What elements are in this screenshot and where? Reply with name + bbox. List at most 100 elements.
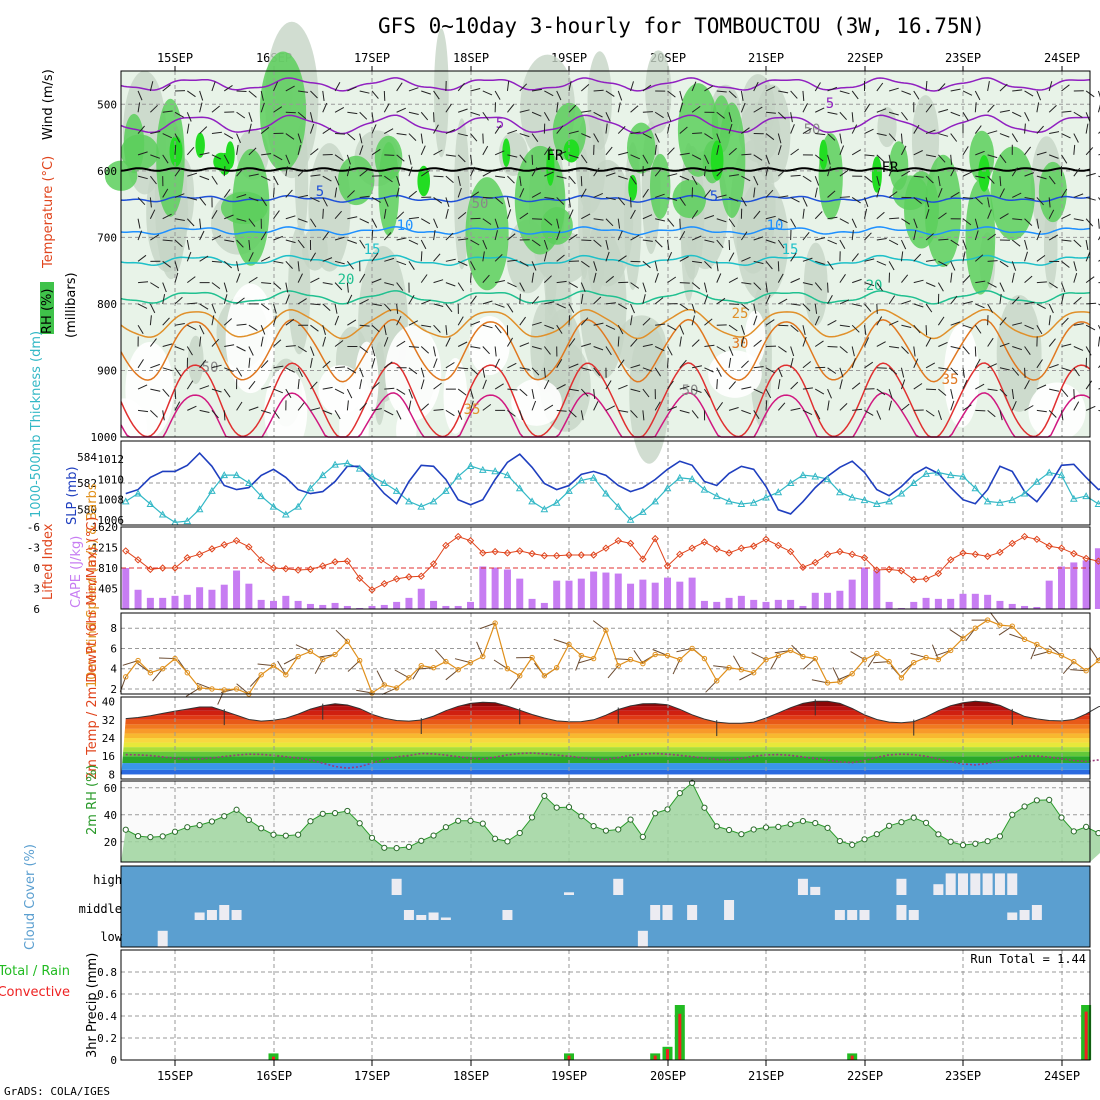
- wind-barb: [297, 168, 306, 177]
- wind-barb: [433, 279, 444, 284]
- contour-label-t5: 5: [496, 116, 504, 132]
- wind-barb: [593, 192, 604, 198]
- wind-barb: [236, 218, 247, 222]
- thickness-point: [922, 469, 930, 477]
- rh2m-point: [615, 826, 622, 833]
- cloud-cell-middle: [206, 910, 217, 920]
- rh2m-area: [121, 782, 1100, 862]
- wind-barb: [790, 124, 795, 134]
- wind-barb: [260, 256, 271, 262]
- rh2m-point: [984, 838, 991, 845]
- wind-barb: [667, 90, 676, 98]
- wind-barb: [186, 251, 192, 262]
- wind-barb: [186, 112, 192, 122]
- wind-barb: [901, 274, 909, 283]
- wind-barb: [568, 303, 575, 313]
- wind-barb: [396, 107, 407, 113]
- wind-barb: [334, 340, 344, 347]
- thickness-point: [232, 471, 241, 479]
- rh2m-point: [750, 826, 757, 833]
- wind-barb: [692, 132, 703, 135]
- wind-barb: [938, 341, 948, 347]
- wind10-point: [972, 625, 979, 631]
- thickness-point: [1008, 496, 1017, 504]
- wind-barb: [371, 218, 378, 228]
- wind-barb: [913, 346, 916, 357]
- wind-barb: [753, 410, 760, 420]
- wind-barb: [297, 379, 300, 390]
- wind-barb: [790, 196, 800, 203]
- wind10-point: [1083, 668, 1089, 674]
- wind-barb: [950, 88, 961, 92]
- wind-barb: [1048, 175, 1056, 185]
- thick-frame: [120, 440, 1091, 526]
- wind-barb: [790, 303, 801, 306]
- wind-barb: [728, 196, 739, 202]
- rh-patch-dry: [1028, 382, 1086, 441]
- rh2m-point: [442, 824, 449, 831]
- wind10-point: [714, 678, 720, 684]
- wind-barb: [716, 367, 722, 377]
- wind-barb: [839, 324, 850, 328]
- wind-barb: [174, 193, 185, 198]
- wind-barb: [888, 239, 899, 246]
- contour-label-t15: 15: [364, 242, 381, 258]
- thickness-point: [786, 478, 795, 486]
- rh2m-point: [787, 821, 794, 828]
- wind-barb: [199, 152, 210, 156]
- wind-barb: [605, 90, 615, 97]
- wind-barb: [864, 282, 875, 287]
- thickness-point: [528, 497, 536, 505]
- wind-barb: [531, 154, 534, 165]
- wind-barb: [297, 261, 300, 272]
- wind-barb: [556, 151, 567, 156]
- rh-patch-dry: [318, 365, 363, 415]
- wind-barb: [396, 410, 402, 420]
- wind-barb: [408, 388, 413, 399]
- wind-barb: [802, 175, 812, 183]
- wind-barb: [248, 324, 258, 331]
- li-point: [380, 580, 389, 588]
- wind-barb: [581, 110, 592, 113]
- rh-patch-green: [1038, 161, 1067, 223]
- wind-barb: [655, 193, 665, 198]
- wind10-point: [861, 656, 868, 663]
- cape-bar: [516, 578, 524, 609]
- wind-barb: [408, 239, 419, 245]
- cape-bar: [183, 594, 191, 609]
- wind-barb: [778, 218, 788, 224]
- thickness-point: [1033, 477, 1041, 485]
- thickness-point: [466, 461, 475, 469]
- temp2m-axis-label: 2m Temp / 2m DewPt (6hr Min/Max) (°C): [85, 517, 100, 780]
- wind-barb: [864, 208, 868, 219]
- rh2m-point: [171, 828, 179, 835]
- wind-barb: [223, 318, 233, 326]
- wind-barb: [925, 80, 928, 92]
- cloud-cell-middle: [440, 917, 451, 920]
- wind-barb: [334, 282, 343, 291]
- wind-barb: [285, 318, 295, 326]
- wind-barb: [642, 367, 653, 372]
- wind-barb: [420, 379, 425, 390]
- wind-barb: [654, 297, 664, 305]
- wind-barb: [888, 166, 894, 177]
- cape-bar: [700, 600, 708, 609]
- wind-barb: [150, 282, 160, 289]
- wind-barb: [248, 218, 256, 227]
- rh2m-point: [738, 831, 745, 838]
- wind-barb: [839, 299, 850, 305]
- wind-barb: [556, 254, 565, 262]
- cape-bar: [750, 599, 758, 609]
- wind-barb: [1073, 133, 1079, 143]
- wind-barb: [913, 150, 923, 156]
- rh-patch-bright: [978, 154, 990, 192]
- wind-barb: [408, 261, 415, 270]
- wind-barb: [1036, 125, 1044, 134]
- wind-barb: [297, 273, 303, 283]
- wind-barb: [199, 90, 204, 101]
- wind-barb: [149, 81, 154, 92]
- wind-barb: [1097, 324, 1100, 330]
- wind-barb: [938, 109, 949, 113]
- wind-barb: [790, 174, 801, 177]
- wind-barb: [765, 133, 775, 141]
